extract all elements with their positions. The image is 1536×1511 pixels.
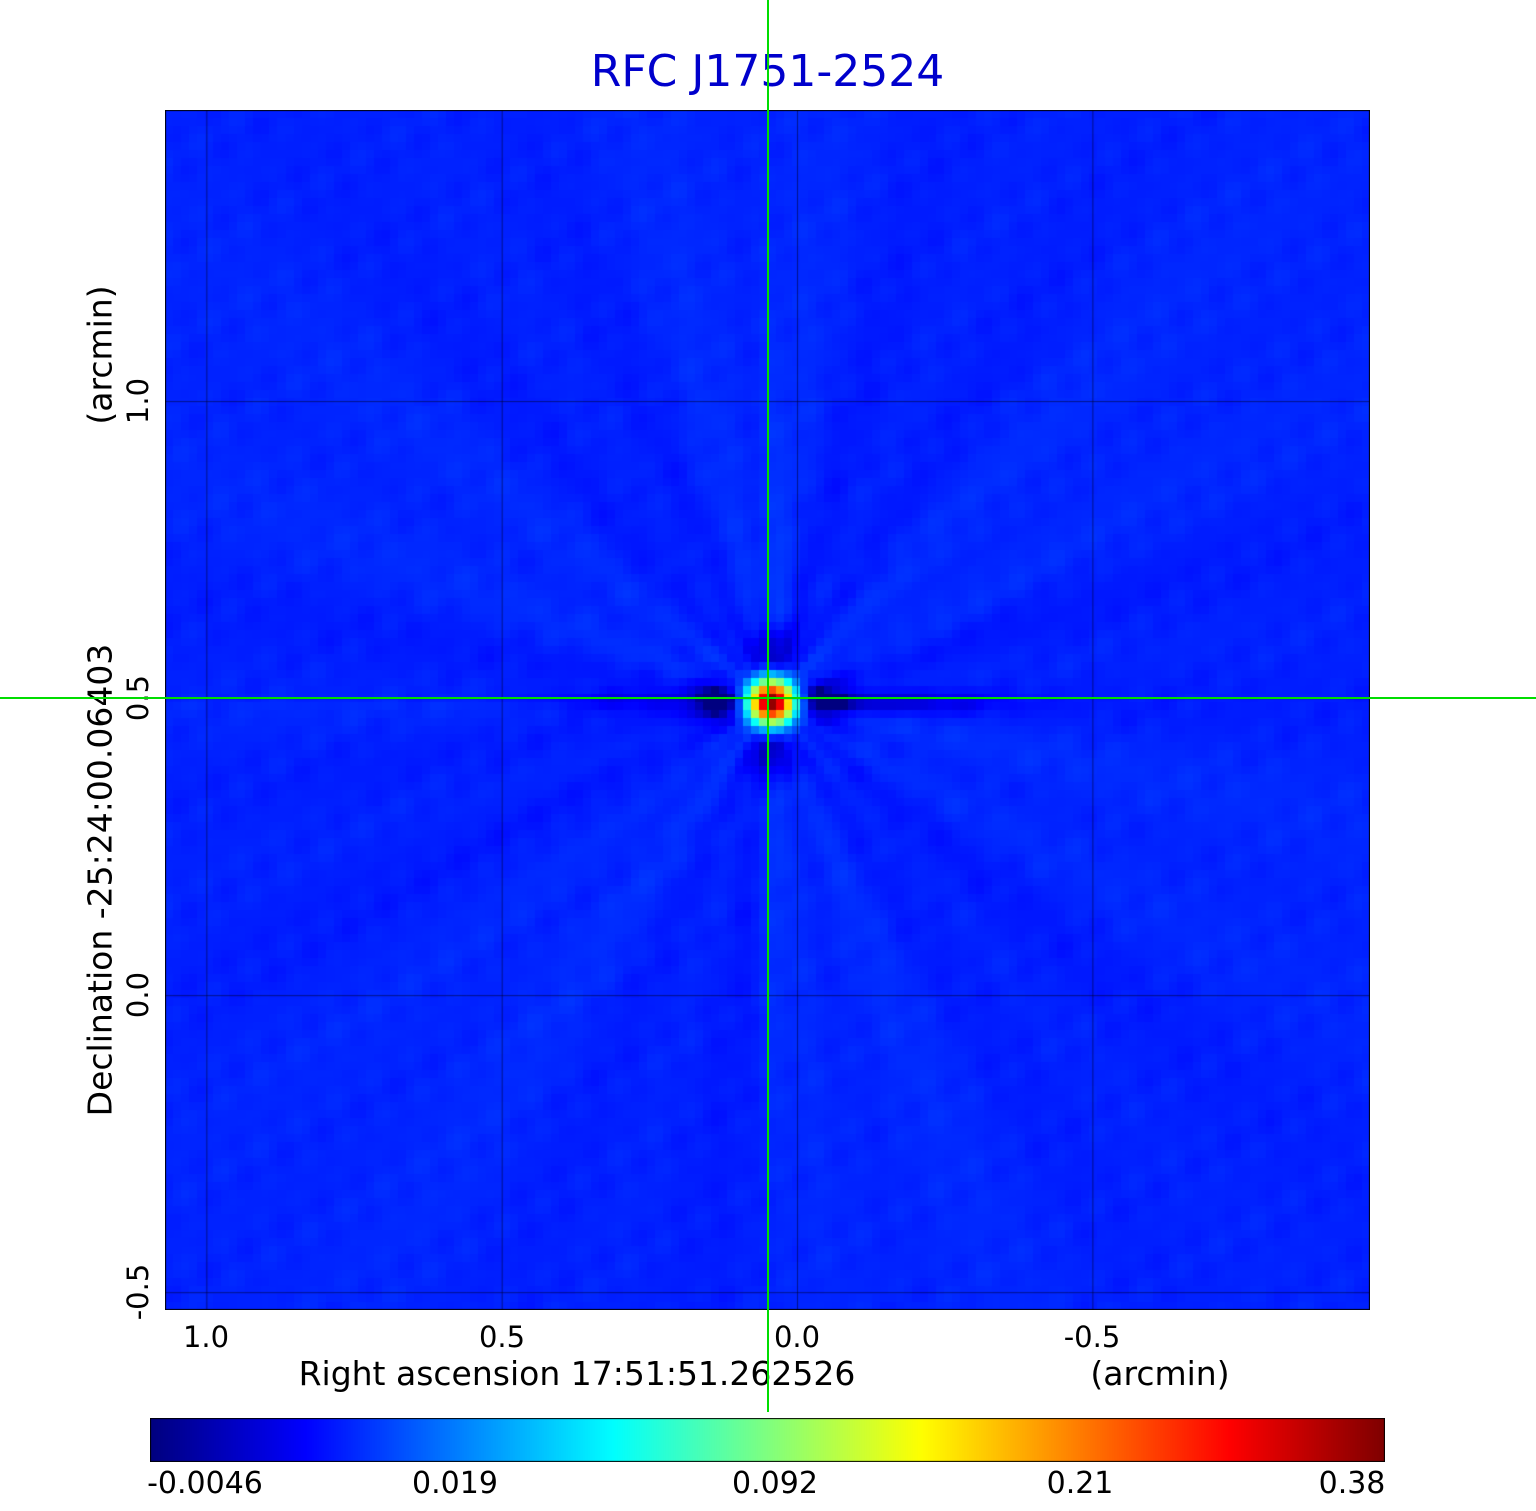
x-axis-unit: (arcmin) xyxy=(1090,1354,1230,1393)
colorbar-label-1: 0.019 xyxy=(412,1466,498,1501)
x-tick-label-0: 1.0 xyxy=(182,1320,230,1354)
crosshair-horizontal-line xyxy=(0,697,1536,700)
x-tick-label-3: -0.5 xyxy=(1063,1320,1121,1354)
colorbar xyxy=(150,1418,1385,1462)
colorbar-label-0: -0.0046 xyxy=(147,1466,263,1501)
y-axis-unit: (arcmin) xyxy=(80,285,120,425)
x-axis-label: Right ascension 17:51:51.262526 xyxy=(298,1354,856,1393)
y-tick-label-2: 0.0 xyxy=(121,971,155,1019)
y-axis-label: Declination -25:24:00.06403 xyxy=(80,643,120,1117)
x-tick-label-1: 0.5 xyxy=(478,1320,526,1354)
y-tick-label-0: 1.0 xyxy=(121,377,155,425)
colorbar-label-3: 0.21 xyxy=(1046,1466,1114,1501)
crosshair-vertical-line xyxy=(766,0,769,1412)
x-tick-label-2: 0.0 xyxy=(773,1320,821,1354)
colorbar-label-2: 0.092 xyxy=(732,1466,818,1501)
colorbar-label-4: 0.38 xyxy=(1318,1466,1386,1501)
y-tick-label-3: -0.5 xyxy=(121,1263,155,1321)
